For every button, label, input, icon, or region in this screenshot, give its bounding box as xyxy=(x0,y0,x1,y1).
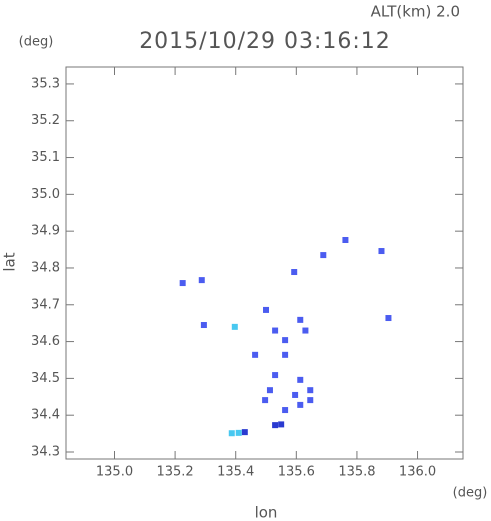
echo-point xyxy=(385,315,392,322)
x-axis-label: lon xyxy=(255,504,278,521)
y-tick-label: 35.1 xyxy=(31,150,60,165)
echo-point xyxy=(282,337,289,344)
echo-point xyxy=(272,422,279,429)
y-tick-label: 34.3 xyxy=(31,445,60,460)
y-tick-label: 34.7 xyxy=(31,297,60,312)
y-tick-label: 35.3 xyxy=(31,76,60,91)
echo-point xyxy=(291,269,298,276)
echo-point xyxy=(266,387,273,394)
echo-point xyxy=(231,323,238,330)
x-tick-label: 135.2 xyxy=(156,465,193,480)
y-tick-label: 34.8 xyxy=(31,260,60,275)
y-tick-label: 34.6 xyxy=(31,334,60,349)
echo-point xyxy=(235,429,242,436)
subtitle: ALT(km) 2.0 xyxy=(371,3,460,21)
echo-point xyxy=(272,327,279,334)
x-unit: (deg) xyxy=(453,486,488,501)
echo-point xyxy=(252,351,259,358)
x-tick-label: 135.6 xyxy=(278,465,315,480)
x-tick-label: 135.0 xyxy=(96,465,133,480)
echo-point xyxy=(307,397,314,404)
echo-point xyxy=(282,407,289,414)
x-tick-label: 135.4 xyxy=(217,465,254,480)
y-tick-label: 35.0 xyxy=(31,187,60,202)
echo-point xyxy=(263,306,270,313)
echo-point xyxy=(179,280,186,287)
echo-point xyxy=(302,327,309,334)
echo-point xyxy=(297,376,304,383)
y-tick-label: 35.2 xyxy=(31,113,60,128)
y-tick-label: 34.9 xyxy=(31,224,60,239)
echo-point xyxy=(292,391,299,398)
echo-point xyxy=(262,397,269,404)
echo-point xyxy=(297,401,304,408)
echo-point xyxy=(378,248,385,255)
echo-point xyxy=(241,429,248,436)
y-tick-label: 34.4 xyxy=(31,408,60,423)
chart-title: 2015/10/29 03:16:12 xyxy=(139,29,391,54)
x-tick-label: 135.8 xyxy=(338,465,375,480)
echo-point xyxy=(297,316,304,323)
echo-point xyxy=(198,277,205,284)
y-tick-label: 34.5 xyxy=(31,371,60,386)
echo-point xyxy=(272,372,279,379)
echo-point xyxy=(320,252,327,259)
y-axis-label: lat xyxy=(1,252,19,271)
echo-point xyxy=(200,322,207,329)
echo-point xyxy=(228,430,235,437)
echo-point xyxy=(282,351,289,358)
plot-frame xyxy=(65,66,464,460)
echo-point xyxy=(342,236,349,243)
echo-point xyxy=(307,387,314,394)
echo-point xyxy=(278,421,285,428)
y-unit: (deg) xyxy=(19,35,54,50)
x-tick-label: 136.0 xyxy=(399,465,436,480)
